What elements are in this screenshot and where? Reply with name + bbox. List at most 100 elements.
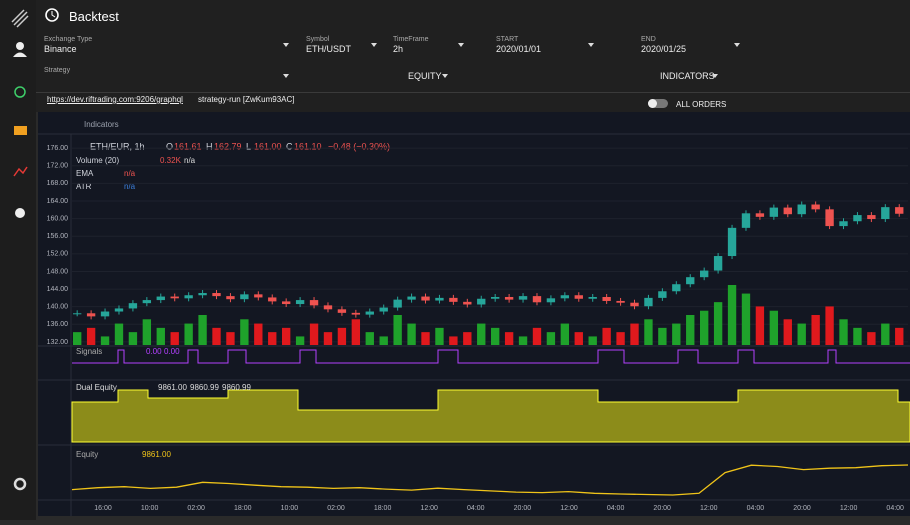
volume-bar bbox=[825, 306, 834, 345]
y-tick-label: 164.00 bbox=[47, 198, 69, 205]
volume-bar bbox=[839, 319, 848, 345]
ohlc-key: H bbox=[206, 141, 213, 151]
pane-title: Equity bbox=[76, 450, 98, 459]
dropdown[interactable] bbox=[588, 43, 594, 47]
volume-bar bbox=[170, 332, 179, 345]
field-value[interactable]: ETH/USDT bbox=[306, 44, 351, 54]
candle-body bbox=[268, 297, 277, 302]
dropdown[interactable] bbox=[283, 74, 289, 78]
volume-bar bbox=[755, 306, 765, 345]
field-value[interactable]: 2020/01/25 bbox=[641, 44, 687, 54]
y-tick-label: 172.00 bbox=[47, 163, 69, 170]
toolbar-indicators[interactable]: Indicators bbox=[84, 120, 119, 129]
field-label: START bbox=[496, 36, 519, 43]
candle-body bbox=[574, 295, 583, 299]
field-value[interactable]: 2h bbox=[393, 44, 404, 54]
field-label: Exchange Type bbox=[44, 36, 93, 43]
candle-body bbox=[672, 284, 681, 292]
volume-bar bbox=[240, 319, 249, 345]
field-value[interactable]: Binance bbox=[44, 44, 77, 54]
volume-bar bbox=[881, 323, 890, 345]
volume-bar bbox=[602, 327, 611, 345]
candle-body bbox=[337, 309, 347, 313]
ohlc-key: L bbox=[246, 141, 251, 151]
volume-bar bbox=[574, 332, 583, 345]
volume-bar bbox=[365, 332, 374, 345]
candle-body bbox=[435, 297, 444, 301]
volume-bar bbox=[393, 315, 402, 345]
indicators-dropdown[interactable]: INDICATORS bbox=[660, 71, 715, 81]
candle-body bbox=[142, 300, 152, 304]
candle-body bbox=[783, 207, 792, 215]
candle-body bbox=[881, 207, 890, 220]
dropdown[interactable] bbox=[283, 43, 289, 47]
volume-bar bbox=[769, 310, 779, 345]
dropdown[interactable] bbox=[371, 43, 377, 47]
volume-bar bbox=[449, 336, 458, 345]
volume-bar bbox=[295, 336, 305, 345]
ohlc-key: C bbox=[286, 141, 293, 151]
candle-body bbox=[713, 256, 723, 271]
volume-bar bbox=[337, 327, 347, 345]
volume-bar bbox=[644, 319, 653, 345]
x-tick-label: 12:00 bbox=[700, 505, 718, 512]
sidebar bbox=[0, 0, 36, 520]
toggle[interactable] bbox=[648, 99, 668, 108]
toggle-label: ALL ORDERS bbox=[676, 100, 727, 109]
x-tick-label: 18:00 bbox=[374, 505, 392, 512]
volume-bar bbox=[73, 332, 82, 345]
candle-body bbox=[421, 296, 430, 301]
equity-dropdown[interactable]: EQUITY bbox=[408, 71, 442, 81]
field-label: Symbol bbox=[306, 36, 330, 43]
dropdown[interactable] bbox=[442, 74, 448, 78]
volume-bar bbox=[114, 323, 124, 345]
candle-body bbox=[839, 221, 848, 227]
graphql-link[interactable]: https://dev.riftrading.com:9206/graphql bbox=[47, 95, 183, 104]
volume-bar bbox=[853, 327, 862, 345]
candle-body bbox=[504, 296, 514, 300]
x-tick-label: 04:00 bbox=[607, 505, 625, 512]
volume-bar bbox=[128, 332, 138, 345]
candle-body bbox=[769, 207, 779, 217]
volume-bar bbox=[351, 319, 361, 345]
study-name: Volume (20) bbox=[76, 156, 119, 165]
candle-body bbox=[295, 300, 305, 305]
volume-bar bbox=[532, 327, 542, 345]
y-tick-label: 176.00 bbox=[47, 145, 69, 152]
x-tick-label: 18:00 bbox=[234, 505, 252, 512]
dropdown[interactable] bbox=[458, 43, 464, 47]
volume-bar bbox=[658, 327, 667, 345]
candle-body bbox=[644, 297, 653, 307]
candle-body bbox=[741, 213, 751, 228]
ohlc-value: 162.79 bbox=[214, 141, 242, 151]
candle-body bbox=[156, 296, 165, 301]
x-tick-label: 12:00 bbox=[420, 505, 438, 512]
volume-bar bbox=[546, 332, 556, 345]
signal-line bbox=[72, 349, 910, 364]
volume-bar bbox=[672, 323, 681, 345]
x-tick-label: 12:00 bbox=[560, 505, 578, 512]
pane-title: Signals bbox=[76, 347, 102, 356]
candle-body bbox=[73, 313, 82, 315]
candle-body bbox=[323, 305, 333, 310]
volume-bar bbox=[741, 293, 751, 345]
study-value: 0.32K bbox=[160, 156, 182, 165]
volume-bar bbox=[268, 332, 277, 345]
dropdown[interactable] bbox=[734, 43, 740, 47]
volume-bar bbox=[630, 323, 639, 345]
field-label: Strategy bbox=[44, 67, 71, 74]
y-tick-label: 148.00 bbox=[47, 268, 69, 275]
volume-bar bbox=[100, 336, 110, 345]
volume-bar bbox=[379, 336, 388, 345]
dropdown[interactable] bbox=[712, 74, 718, 78]
volume-bar bbox=[407, 323, 416, 345]
top-bar bbox=[36, 0, 910, 112]
candle-body bbox=[727, 227, 737, 257]
candle-body bbox=[240, 294, 249, 300]
candle-body bbox=[379, 307, 388, 312]
volume-bar bbox=[727, 285, 737, 345]
candle-body bbox=[114, 308, 124, 312]
x-tick-label: 20:00 bbox=[793, 505, 811, 512]
candle-body bbox=[407, 296, 416, 300]
field-value[interactable]: 2020/01/01 bbox=[496, 44, 542, 54]
